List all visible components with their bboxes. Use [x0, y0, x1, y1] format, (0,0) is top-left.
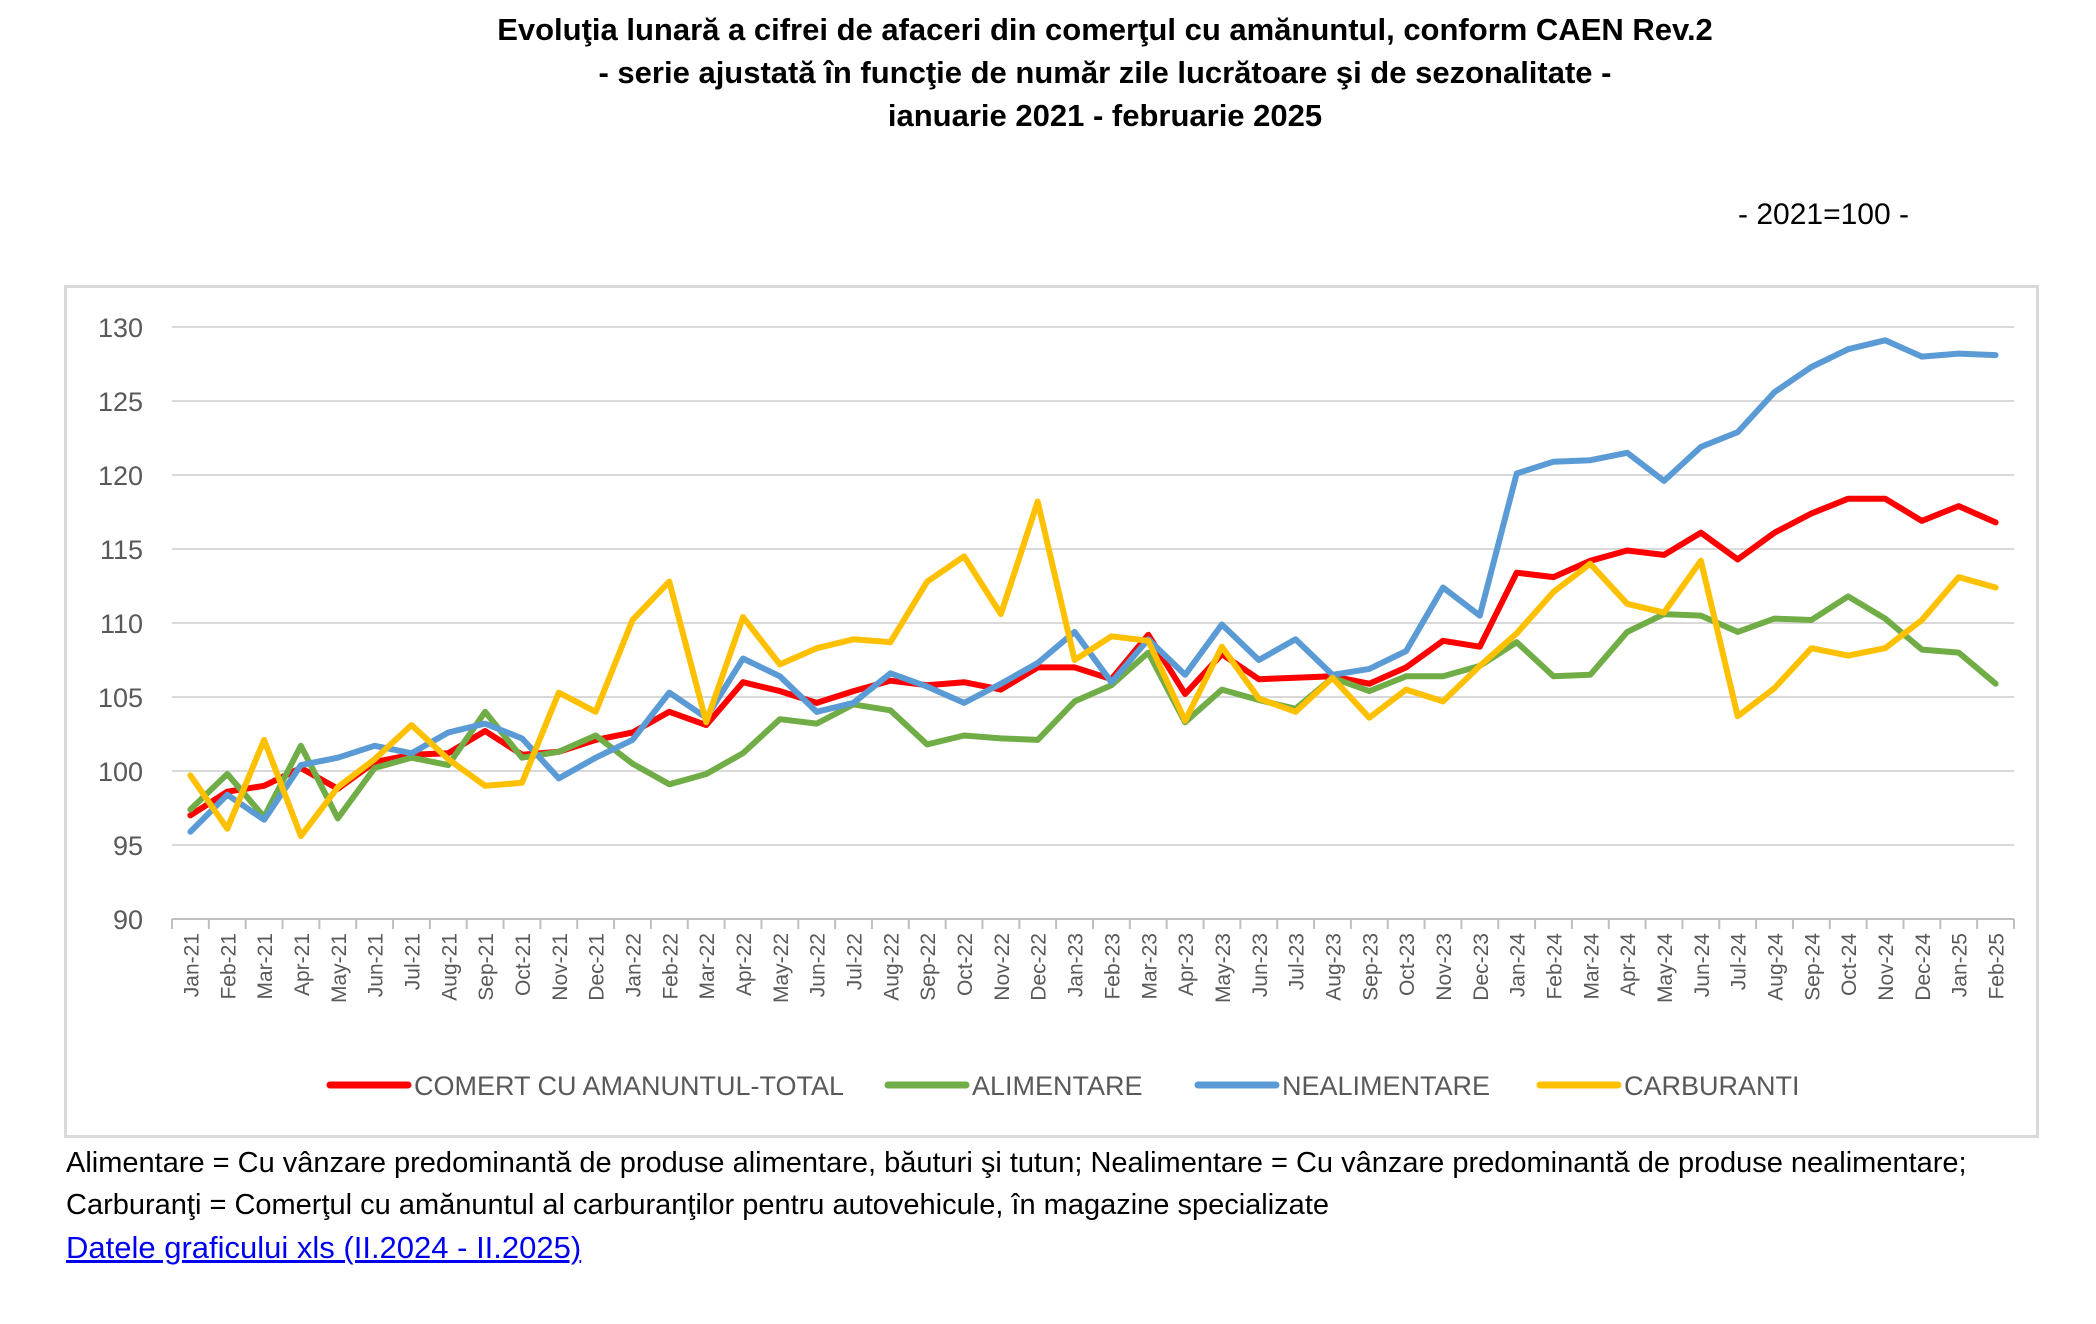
- legend-label: ALIMENTARE: [972, 1071, 1143, 1101]
- chart-data-xls-link[interactable]: Datele graficului xls (II.2024 - II.2025…: [66, 1230, 582, 1265]
- title-line-1: Evoluţia lunară a cifrei de afaceri din …: [497, 12, 1713, 47]
- x-tick-label: Jul-23: [1286, 933, 1309, 990]
- x-tick-label: Feb-24: [1544, 933, 1567, 1000]
- x-tick-label: Mar-21: [254, 933, 277, 1000]
- y-tick-label: 125: [98, 387, 143, 417]
- chart-title: Evoluţia lunară a cifrei de afaceri din …: [0, 8, 2096, 137]
- x-tick-label: Nov-23: [1433, 933, 1456, 1001]
- x-tick-label: Apr-22: [733, 933, 756, 996]
- legend-label: COMERT CU AMANUNTUL-TOTAL: [414, 1071, 844, 1101]
- series-line-nealimentare: [187, 337, 1999, 835]
- x-tick-label: Sep-23: [1359, 933, 1382, 1001]
- x-tick-label: Jul-22: [844, 933, 867, 990]
- x-tick-label: Feb-21: [217, 933, 240, 1000]
- x-tick-label: Apr-23: [1175, 933, 1198, 996]
- x-tick-label: Aug-23: [1322, 933, 1345, 1001]
- x-tick-label: Jun-22: [807, 933, 830, 997]
- title-line-3: ianuarie 2021 - februarie 2025: [887, 98, 1323, 133]
- legend: COMERT CU AMANUNTUL-TOTAL ALIMENTARE NEALI…: [326, 1071, 1800, 1101]
- series-line-carburanti: [187, 498, 1999, 840]
- x-tick-label: Nov-24: [1875, 933, 1898, 1001]
- x-tick-label: Nov-22: [991, 933, 1014, 1001]
- axes: 90 95 100 105 110 115 120 125 130 Jan-21 Feb-21 Mar…: [98, 313, 2015, 1003]
- y-tick-label: 120: [98, 461, 143, 491]
- legend-label: NEALIMENTARE: [1282, 1071, 1490, 1101]
- x-tick-label: Feb-23: [1101, 933, 1124, 1000]
- x-tick-label: Aug-21: [438, 933, 461, 1001]
- x-tick-label: Oct-22: [954, 933, 977, 996]
- legend-label: CARBURANTI: [1624, 1071, 1800, 1101]
- y-tick-label: 110: [100, 609, 143, 639]
- y-tick-label: 105: [98, 683, 143, 713]
- x-tick-label: Jan-23: [1065, 933, 1088, 997]
- x-tick-label: Mar-22: [696, 933, 719, 1000]
- x-tick-label: Oct-23: [1396, 933, 1419, 996]
- x-tick-label: Aug-22: [880, 933, 903, 1001]
- x-tick-label: Jun-21: [365, 933, 388, 997]
- x-tick-label: Dec-22: [1028, 933, 1051, 1001]
- footnote: Alimentare = Cu vânzare predominantă de …: [66, 1147, 1967, 1221]
- x-tick-label: Aug-24: [1765, 933, 1788, 1001]
- base-year-label: - 2021=100 -: [1738, 198, 1909, 231]
- x-tick-label: Feb-25: [1986, 933, 2009, 1000]
- y-tick-label: 115: [100, 535, 143, 565]
- x-tick-label: Jun-23: [1249, 933, 1272, 997]
- x-tick-label: Jul-24: [1728, 933, 1751, 991]
- x-tick-label: May-22: [770, 933, 793, 1003]
- chart-frame: [64, 285, 2039, 1138]
- gridlines: [172, 326, 2014, 846]
- x-tick-label: Apr-24: [1617, 933, 1640, 996]
- x-tick-label: Jan-22: [623, 933, 646, 997]
- x-tick-label: Jan-25: [1949, 933, 1972, 997]
- x-tick-label: Jun-24: [1691, 933, 1714, 998]
- y-tick-label: 130: [98, 313, 143, 343]
- x-tick-label: Jul-21: [401, 933, 424, 990]
- series-line-comert-cu-amanuntul-total: [187, 495, 1999, 819]
- series-lines: [187, 337, 1999, 840]
- x-tick-label: Dec-23: [1470, 933, 1493, 1001]
- x-tick-label: Mar-24: [1580, 933, 1603, 1000]
- x-tick-label: Jan-21: [180, 933, 203, 997]
- x-tick-label: Nov-21: [549, 933, 572, 1001]
- title-line-2: - serie ajustată în funcţie de număr zil…: [598, 55, 1612, 90]
- x-tick-label: Oct-24: [1838, 933, 1861, 996]
- x-tick-label: Sep-22: [917, 933, 940, 1001]
- y-tick-label: 95: [113, 831, 143, 861]
- x-tick-label: Sep-21: [475, 933, 498, 1001]
- y-tick-label: 100: [98, 757, 143, 787]
- x-tick-label: Dec-21: [586, 933, 609, 1001]
- x-tick-label: May-24: [1654, 933, 1677, 1003]
- x-tick-label: Oct-21: [512, 933, 535, 996]
- x-tick-label: Feb-22: [659, 933, 682, 1000]
- x-tick-label: May-21: [328, 933, 351, 1003]
- x-tick-label: Apr-21: [291, 933, 314, 996]
- x-tick-label: Sep-24: [1801, 933, 1824, 1001]
- series-line-alimentare: [187, 593, 1999, 822]
- x-tick-label: May-23: [1212, 933, 1235, 1003]
- x-tick-label: Dec-24: [1912, 933, 1935, 1001]
- x-tick-label: Mar-23: [1138, 933, 1161, 1000]
- y-tick-label: 90: [113, 905, 143, 935]
- x-tick-label: Jan-24: [1507, 933, 1530, 998]
